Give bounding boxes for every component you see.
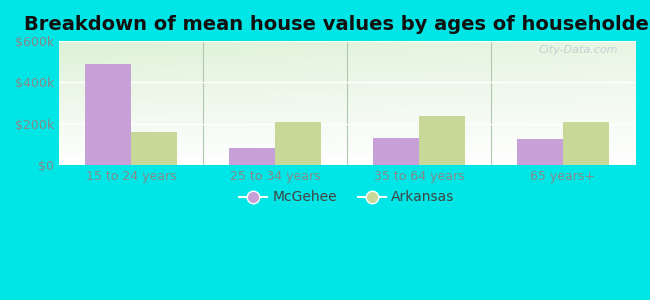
Legend: McGehee, Arkansas: McGehee, Arkansas xyxy=(234,185,460,210)
Text: City-Data.com: City-Data.com xyxy=(538,45,617,55)
Bar xyxy=(131,132,177,165)
Bar xyxy=(275,122,321,165)
Title: Breakdown of mean house values by ages of householders: Breakdown of mean house values by ages o… xyxy=(24,15,650,34)
Bar xyxy=(373,138,419,165)
Bar xyxy=(563,122,609,165)
Bar xyxy=(85,64,131,165)
Bar xyxy=(419,116,465,165)
Bar xyxy=(229,148,275,165)
Bar xyxy=(517,139,563,165)
